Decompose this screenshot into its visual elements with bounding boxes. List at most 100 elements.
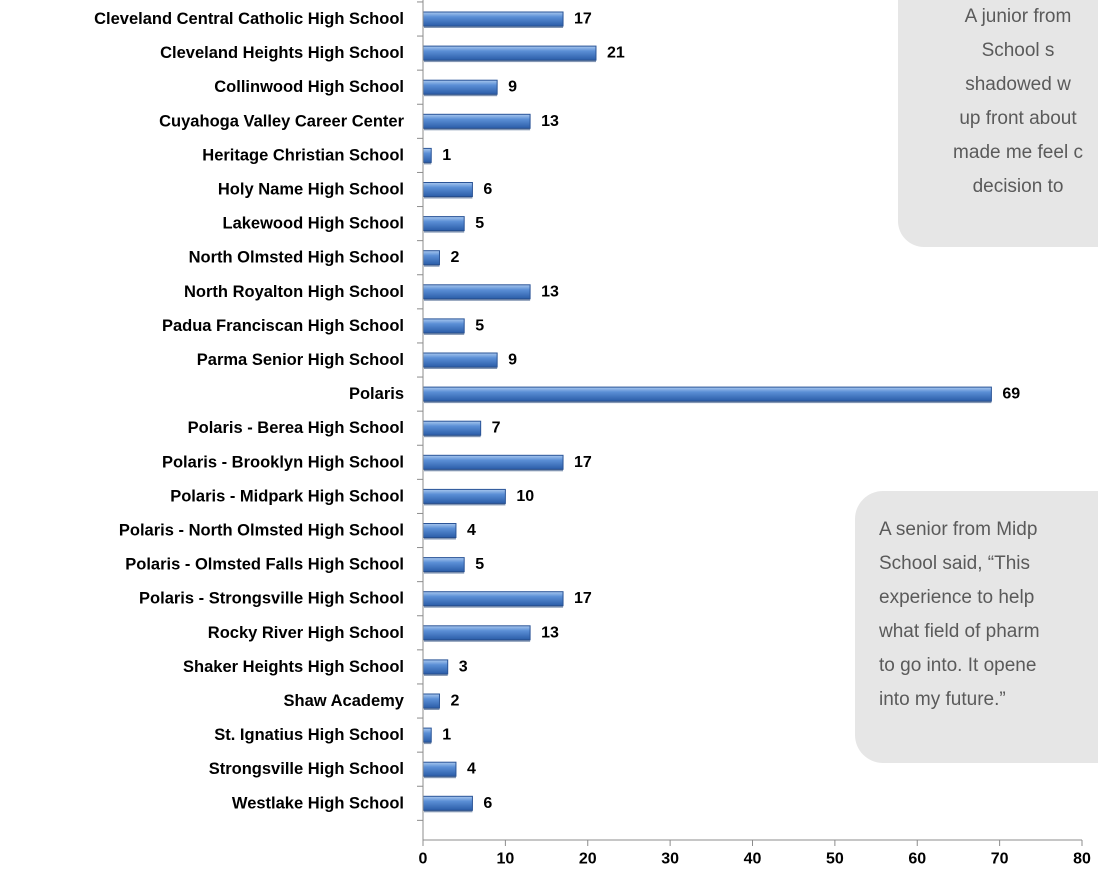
bar bbox=[422, 454, 564, 470]
category-label: Padua Franciscan High School bbox=[162, 317, 404, 335]
data-label: 5 bbox=[475, 215, 484, 232]
bar-shadow bbox=[424, 537, 456, 540]
data-label: 4 bbox=[467, 761, 476, 778]
category-label: Cuyahoga Valley Career Center bbox=[159, 112, 404, 130]
data-label: 3 bbox=[459, 658, 468, 675]
category-label: Polaris - Strongsville High School bbox=[139, 590, 404, 608]
quote-line: experience to help bbox=[879, 587, 1035, 608]
bar bbox=[422, 761, 457, 777]
data-label: 2 bbox=[450, 249, 459, 266]
quote-line: decision to bbox=[972, 176, 1064, 197]
category-label: Parma Senior High School bbox=[197, 351, 404, 369]
bar-shadow bbox=[424, 742, 432, 745]
bar bbox=[422, 250, 440, 266]
category-label: Westlake High School bbox=[232, 794, 404, 812]
bar bbox=[422, 795, 473, 811]
data-label: 5 bbox=[475, 317, 484, 334]
data-label: 7 bbox=[492, 420, 501, 437]
data-label: 13 bbox=[541, 113, 559, 130]
x-tick-label: 10 bbox=[496, 851, 514, 868]
quote-line: School said, “This bbox=[879, 553, 1031, 574]
category-label: Holy Name High School bbox=[218, 181, 404, 199]
x-tick-label: 60 bbox=[908, 851, 926, 868]
data-label: 13 bbox=[541, 624, 559, 641]
data-label: 10 bbox=[516, 488, 534, 505]
bar bbox=[422, 591, 564, 607]
bar-shadow bbox=[424, 26, 564, 28]
data-label: 9 bbox=[508, 352, 517, 369]
quote-line: shadowed w bbox=[965, 74, 1071, 95]
bar-shadow bbox=[424, 401, 992, 404]
category-label: Polaris - Olmsted Falls High School bbox=[125, 556, 404, 574]
quote-line: School s bbox=[981, 40, 1055, 61]
bar-shadow bbox=[424, 605, 564, 608]
x-tick-label: 0 bbox=[419, 851, 428, 868]
bar-shadow bbox=[424, 673, 448, 676]
bar bbox=[422, 659, 449, 675]
bar-shadow bbox=[424, 94, 498, 97]
bar bbox=[422, 182, 473, 197]
category-label: Polaris bbox=[349, 385, 404, 403]
bar bbox=[422, 318, 465, 334]
data-label: 1 bbox=[442, 727, 451, 744]
category-label: Lakewood High School bbox=[222, 215, 404, 233]
bar-shadow bbox=[424, 298, 531, 301]
data-label: 4 bbox=[467, 522, 476, 539]
bar bbox=[422, 113, 531, 129]
bar bbox=[422, 693, 440, 709]
bar bbox=[422, 11, 564, 27]
data-label: 17 bbox=[574, 11, 592, 28]
category-label: Cleveland Central Catholic High School bbox=[94, 10, 404, 28]
data-label: 69 bbox=[1002, 386, 1020, 403]
bar-shadow bbox=[424, 639, 531, 642]
x-tick-label: 80 bbox=[1073, 851, 1091, 868]
bar bbox=[422, 147, 432, 163]
category-label: St. Ignatius High School bbox=[214, 726, 404, 744]
quote-line: to go into. It opene bbox=[879, 655, 1037, 676]
category-label: Strongsville High School bbox=[209, 760, 404, 778]
data-label: 9 bbox=[508, 79, 517, 96]
data-label: 6 bbox=[483, 795, 492, 812]
bar bbox=[422, 79, 498, 95]
bar-shadow bbox=[424, 60, 596, 63]
data-label: 21 bbox=[607, 45, 625, 62]
bar-shadow bbox=[424, 332, 465, 335]
bar bbox=[422, 557, 465, 573]
bar-shadow bbox=[424, 810, 473, 813]
category-label: Polaris - Brooklyn High School bbox=[162, 453, 404, 471]
category-label: Cleveland Heights High School bbox=[160, 44, 404, 62]
x-tick-label: 40 bbox=[744, 851, 762, 868]
bar bbox=[422, 625, 531, 641]
category-label: Polaris - Midpark High School bbox=[170, 487, 404, 505]
data-label: 1 bbox=[442, 147, 451, 164]
bar-shadow bbox=[424, 162, 432, 165]
category-label: North Royalton High School bbox=[184, 283, 404, 301]
bar bbox=[422, 352, 498, 368]
category-label: Shaw Academy bbox=[284, 692, 405, 710]
quote-line: into my future.” bbox=[879, 689, 1006, 710]
bar-shadow bbox=[424, 230, 465, 233]
x-tick-label: 30 bbox=[661, 851, 679, 868]
category-label: Heritage Christian School bbox=[202, 146, 404, 164]
quote-line: what field of pharm bbox=[879, 621, 1040, 642]
bar bbox=[422, 284, 531, 300]
x-tick-label: 50 bbox=[826, 851, 844, 868]
quote-line: A senior from Midp bbox=[879, 519, 1038, 540]
bar bbox=[422, 523, 457, 538]
category-label: Polaris - Berea High School bbox=[188, 419, 404, 437]
x-tick-label: 20 bbox=[579, 851, 597, 868]
data-label: 5 bbox=[475, 556, 484, 573]
bar-shadow bbox=[424, 367, 498, 369]
testimonial-quote-senior: A senior from Midp School said, “This ex… bbox=[855, 491, 1098, 763]
bar-shadow bbox=[424, 128, 531, 131]
bar-shadow bbox=[424, 196, 473, 199]
data-label: 13 bbox=[541, 283, 559, 300]
bar-shadow bbox=[424, 708, 440, 710]
data-label: 17 bbox=[574, 590, 592, 607]
data-label: 2 bbox=[450, 693, 459, 710]
bar-shadow bbox=[424, 776, 456, 779]
bar-shadow bbox=[424, 469, 564, 472]
bar-shadow bbox=[424, 571, 465, 574]
bar bbox=[422, 420, 482, 436]
quote-line: A junior from bbox=[964, 6, 1072, 27]
